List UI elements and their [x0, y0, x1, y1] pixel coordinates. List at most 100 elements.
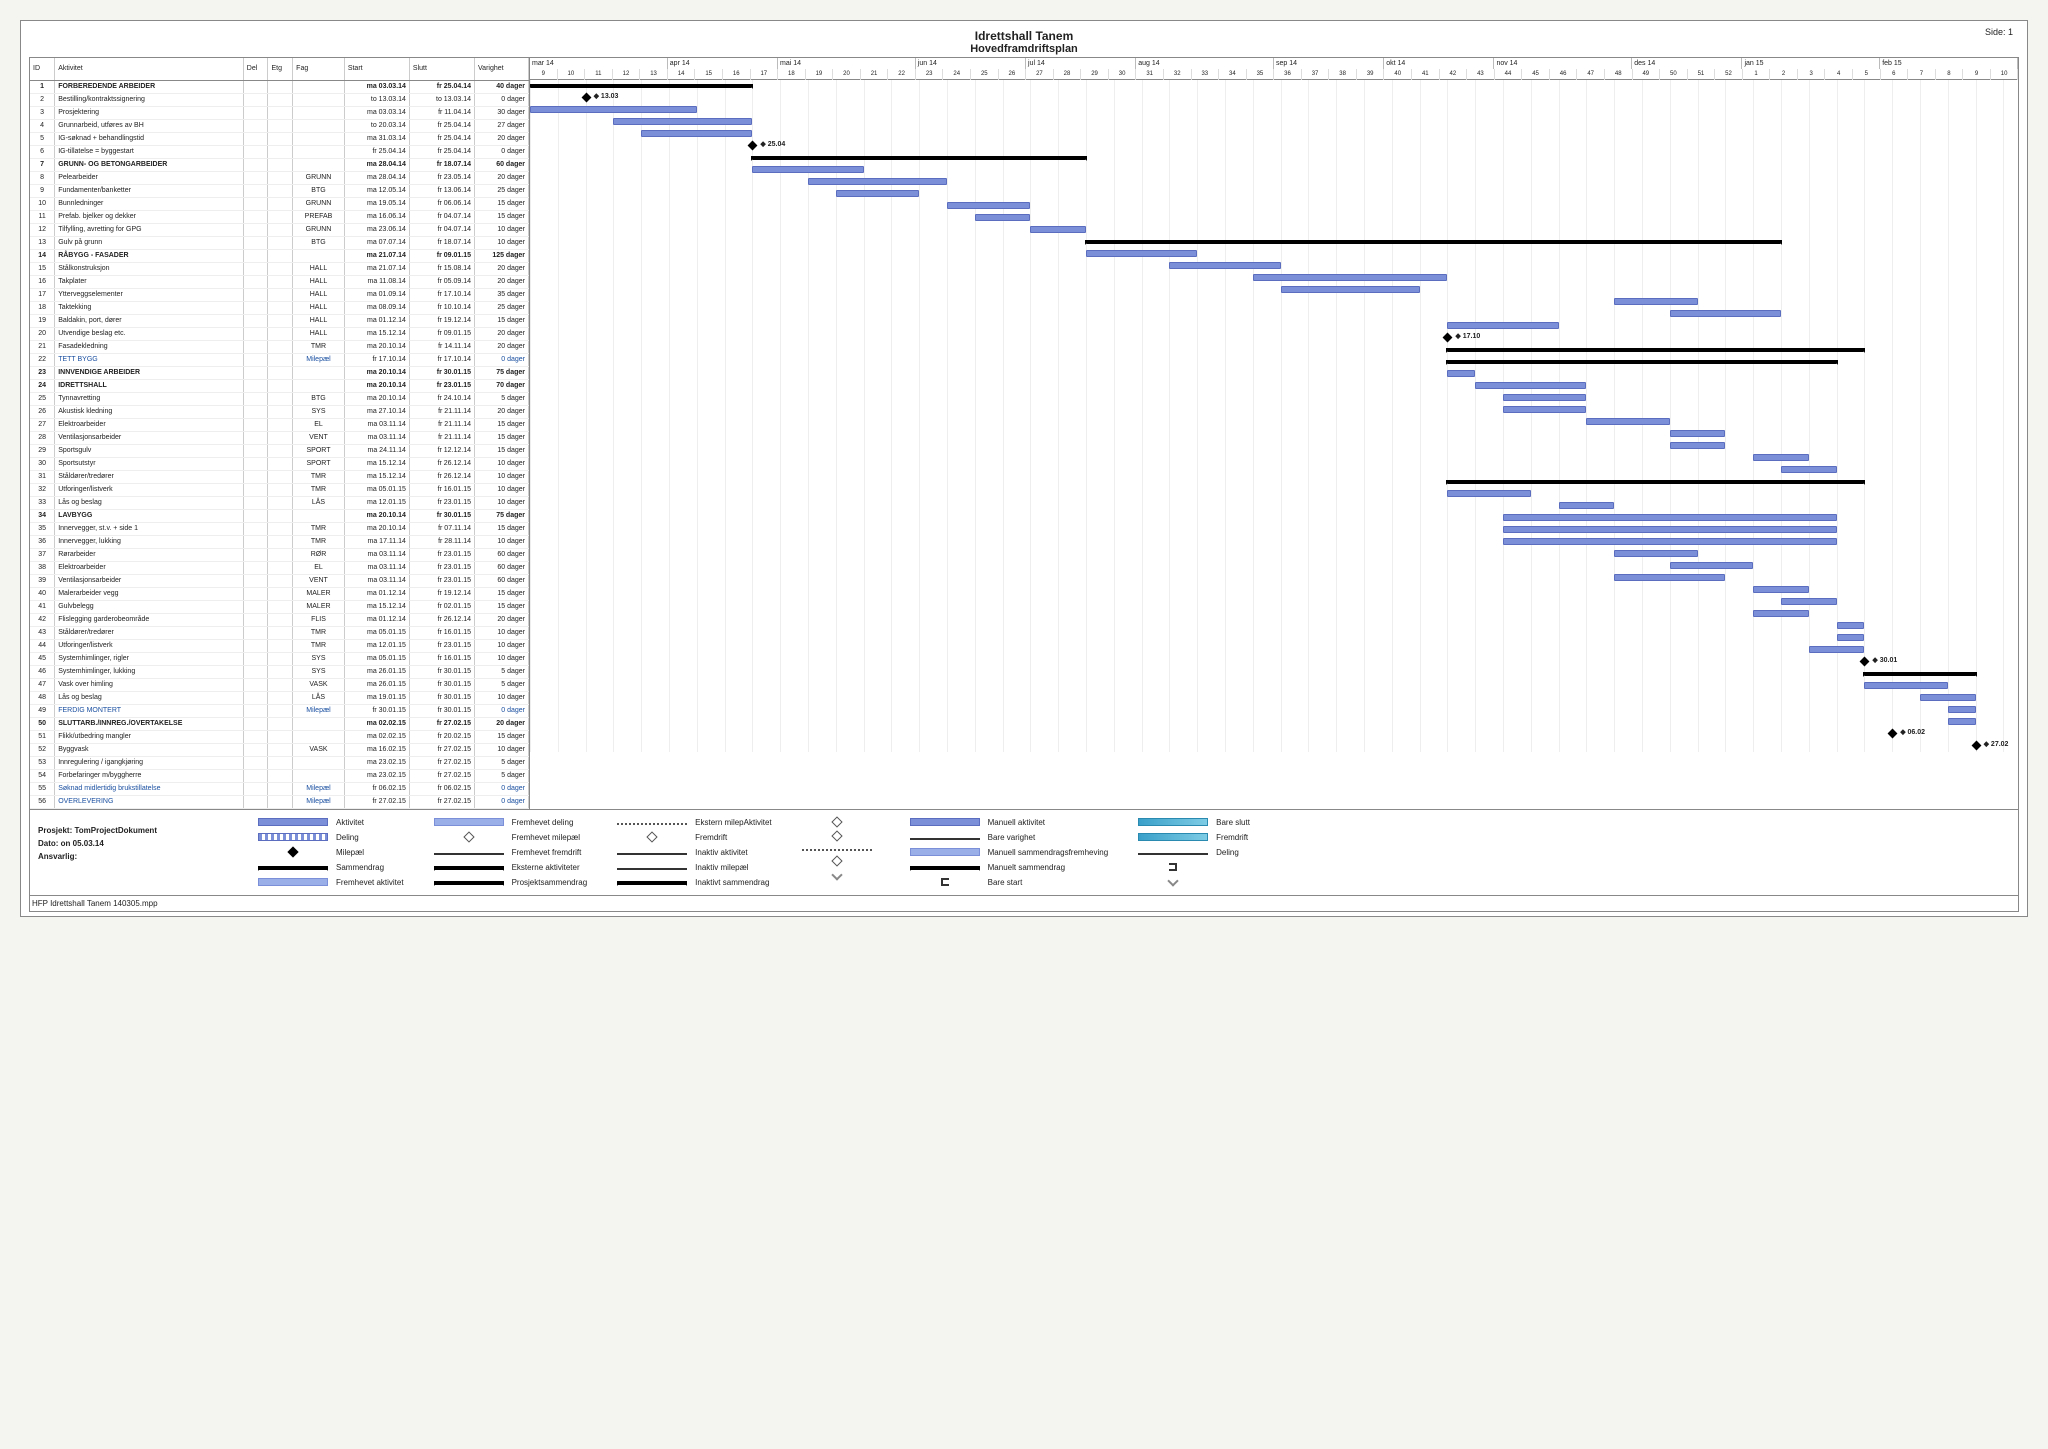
col-slutt: Slutt	[409, 58, 474, 80]
legend-swatch	[802, 849, 872, 851]
legend-item: Manuell aktivitet	[910, 818, 1109, 827]
table-row: 29SportsgulvSPORTma 24.11.14fr 12.12.141…	[30, 444, 529, 457]
task-bar	[1559, 502, 1615, 509]
week-cell: 9	[1963, 69, 1991, 80]
table-row: 1FORBEREDENDE ARBEIDERma 03.03.14fr 25.0…	[30, 80, 529, 93]
task-bar	[1503, 538, 1837, 545]
legend-label: Eksterne aktiviteter	[512, 863, 580, 872]
table-row: 8PelearbeiderGRUNNma 28.04.14fr 23.05.14…	[30, 171, 529, 184]
task-bar	[1753, 454, 1809, 461]
legend-swatch	[617, 853, 687, 855]
task-bar	[1837, 634, 1865, 641]
legend-swatch	[831, 830, 842, 841]
table-row: 55Søknad midlertidig brukstillatelseMile…	[30, 782, 529, 795]
summary-bar	[1864, 672, 1975, 676]
table-row: 44Utforinger/listverkTMRma 12.01.15fr 23…	[30, 639, 529, 652]
week-cell: 36	[1274, 69, 1302, 80]
week-cell: 49	[1633, 69, 1661, 80]
week-cell: 15	[695, 69, 723, 80]
title-block: Idrettshall Tanem Hovedframdriftsplan	[29, 29, 2019, 55]
week-cell: 4	[1825, 69, 1853, 80]
milestone-marker	[748, 141, 758, 151]
table-row: 22TETT BYGGMilepælfr 17.10.14fr 17.10.14…	[30, 353, 529, 366]
legend-swatch	[258, 818, 328, 826]
week-cell: 30	[1109, 69, 1137, 80]
month-cell: jul 14	[1026, 58, 1136, 69]
table-row: 21FasadekledningTMRma 20.10.14fr 14.11.1…	[30, 340, 529, 353]
milestone-label: ◆ 27.02	[1984, 740, 2009, 748]
table-row: 23INNVENDIGE ARBEIDERma 20.10.14fr 30.01…	[30, 366, 529, 379]
table-row: 31Ståldører/tredørerTMRma 15.12.14fr 26.…	[30, 470, 529, 483]
task-bar	[752, 166, 863, 173]
legend-swatch	[910, 866, 980, 870]
table-row: 15StålkonstruksjonHALLma 21.07.14fr 15.0…	[30, 262, 529, 275]
legend-item: Bare slutt	[1138, 818, 1250, 827]
task-bar	[808, 178, 947, 185]
task-bar	[1503, 406, 1586, 413]
task-bar	[1447, 370, 1475, 377]
task-bar	[1864, 682, 1947, 689]
table-row: 4Grunnarbeid, utføres av BHto 20.03.14fr…	[30, 119, 529, 132]
task-bar	[1586, 418, 1669, 425]
legend-label: Inaktivt sammendrag	[695, 878, 769, 887]
legend-label: Fremdrift	[1216, 833, 1248, 842]
task-bar	[1614, 298, 1697, 305]
table-row: 32Utforinger/listverkTMRma 05.01.15fr 16…	[30, 483, 529, 496]
week-cell: 28	[1054, 69, 1082, 80]
table-row: 35Innervegger, st.v. + side 1TMRma 20.10…	[30, 522, 529, 535]
week-cell: 41	[1412, 69, 1440, 80]
week-cell: 39	[1357, 69, 1385, 80]
legend-item	[802, 857, 880, 865]
legend-column: AktivitetDelingMilepælSammendragFremheve…	[258, 818, 404, 887]
legend-swatch	[258, 866, 328, 870]
legend-label: Manuelt sammendrag	[988, 863, 1065, 872]
legend-item	[1138, 877, 1250, 885]
legend-label: Deling	[336, 833, 359, 842]
legend-label: Bare start	[988, 878, 1023, 887]
legend-item: Inaktiv aktivitet	[617, 848, 771, 857]
legend-column: Fremhevet delingFremhevet milepælFremhev…	[434, 818, 588, 887]
task-bar	[530, 106, 697, 113]
col-etg: Etg	[268, 58, 293, 80]
legend-item: Inaktivt sammendrag	[617, 878, 771, 887]
task-bar	[1030, 226, 1086, 233]
table-row: 7GRUNN- OG BETONGARBEIDERma 28.04.14fr 1…	[30, 158, 529, 171]
task-bar	[1753, 586, 1809, 593]
legend-item: Eksterne aktiviteter	[434, 863, 588, 872]
week-cell: 27	[1026, 69, 1054, 80]
task-bar	[1781, 598, 1837, 605]
legend-item: Fremdrift	[1138, 833, 1250, 842]
milestone-marker	[1888, 729, 1898, 739]
task-bar	[947, 202, 1030, 209]
month-cell: jun 14	[916, 58, 1026, 69]
month-cell: mar 14	[530, 58, 668, 69]
legend-swatch	[1169, 863, 1177, 871]
content-area: ID Aktivitet Del Etg Fag Start Slutt Var…	[29, 57, 2019, 810]
legend-column: Ekstern milepAktivitetFremdriftInaktiv a…	[617, 818, 771, 887]
table-row: 47Vask over himlingVASKma 26.01.15fr 30.…	[30, 678, 529, 691]
col-activity: Aktivitet	[55, 58, 244, 80]
table-row: 26Akustisk kledningSYSma 27.10.14fr 21.1…	[30, 405, 529, 418]
table-row: 16TakplaterHALLma 11.08.14fr 05.09.1420 …	[30, 275, 529, 288]
legend-item: Deling	[1138, 848, 1250, 857]
legend-item: Fremhevet deling	[434, 818, 588, 827]
week-cell: 17	[751, 69, 779, 80]
table-row: 25TynnavrettingBTGma 20.10.14fr 24.10.14…	[30, 392, 529, 405]
legend-swatch	[910, 838, 980, 840]
week-cell: 35	[1247, 69, 1275, 80]
task-bar	[1503, 514, 1837, 521]
legend-swatch	[463, 831, 474, 842]
legend-label: Aktivitet	[336, 818, 364, 827]
week-cell: 13	[640, 69, 668, 80]
task-bar	[1781, 466, 1837, 473]
week-cell: 47	[1577, 69, 1605, 80]
task-bar	[975, 214, 1031, 221]
legend-item: Milepæl	[258, 848, 404, 857]
legend-swatch	[258, 878, 328, 886]
legend-label: Deling	[1216, 848, 1239, 857]
legend-swatch	[910, 848, 980, 856]
chart-body: ◆ 13.03◆ 25.04◆ 17.10◆ 30.01◆ 06.02◆ 27.…	[530, 80, 2018, 752]
table-row: 34LAVBYGGma 20.10.14fr 30.01.1575 dager	[30, 509, 529, 522]
week-cell: 52	[1715, 69, 1743, 80]
table-row: 38ElektroarbeiderELma 03.11.14fr 23.01.1…	[30, 561, 529, 574]
